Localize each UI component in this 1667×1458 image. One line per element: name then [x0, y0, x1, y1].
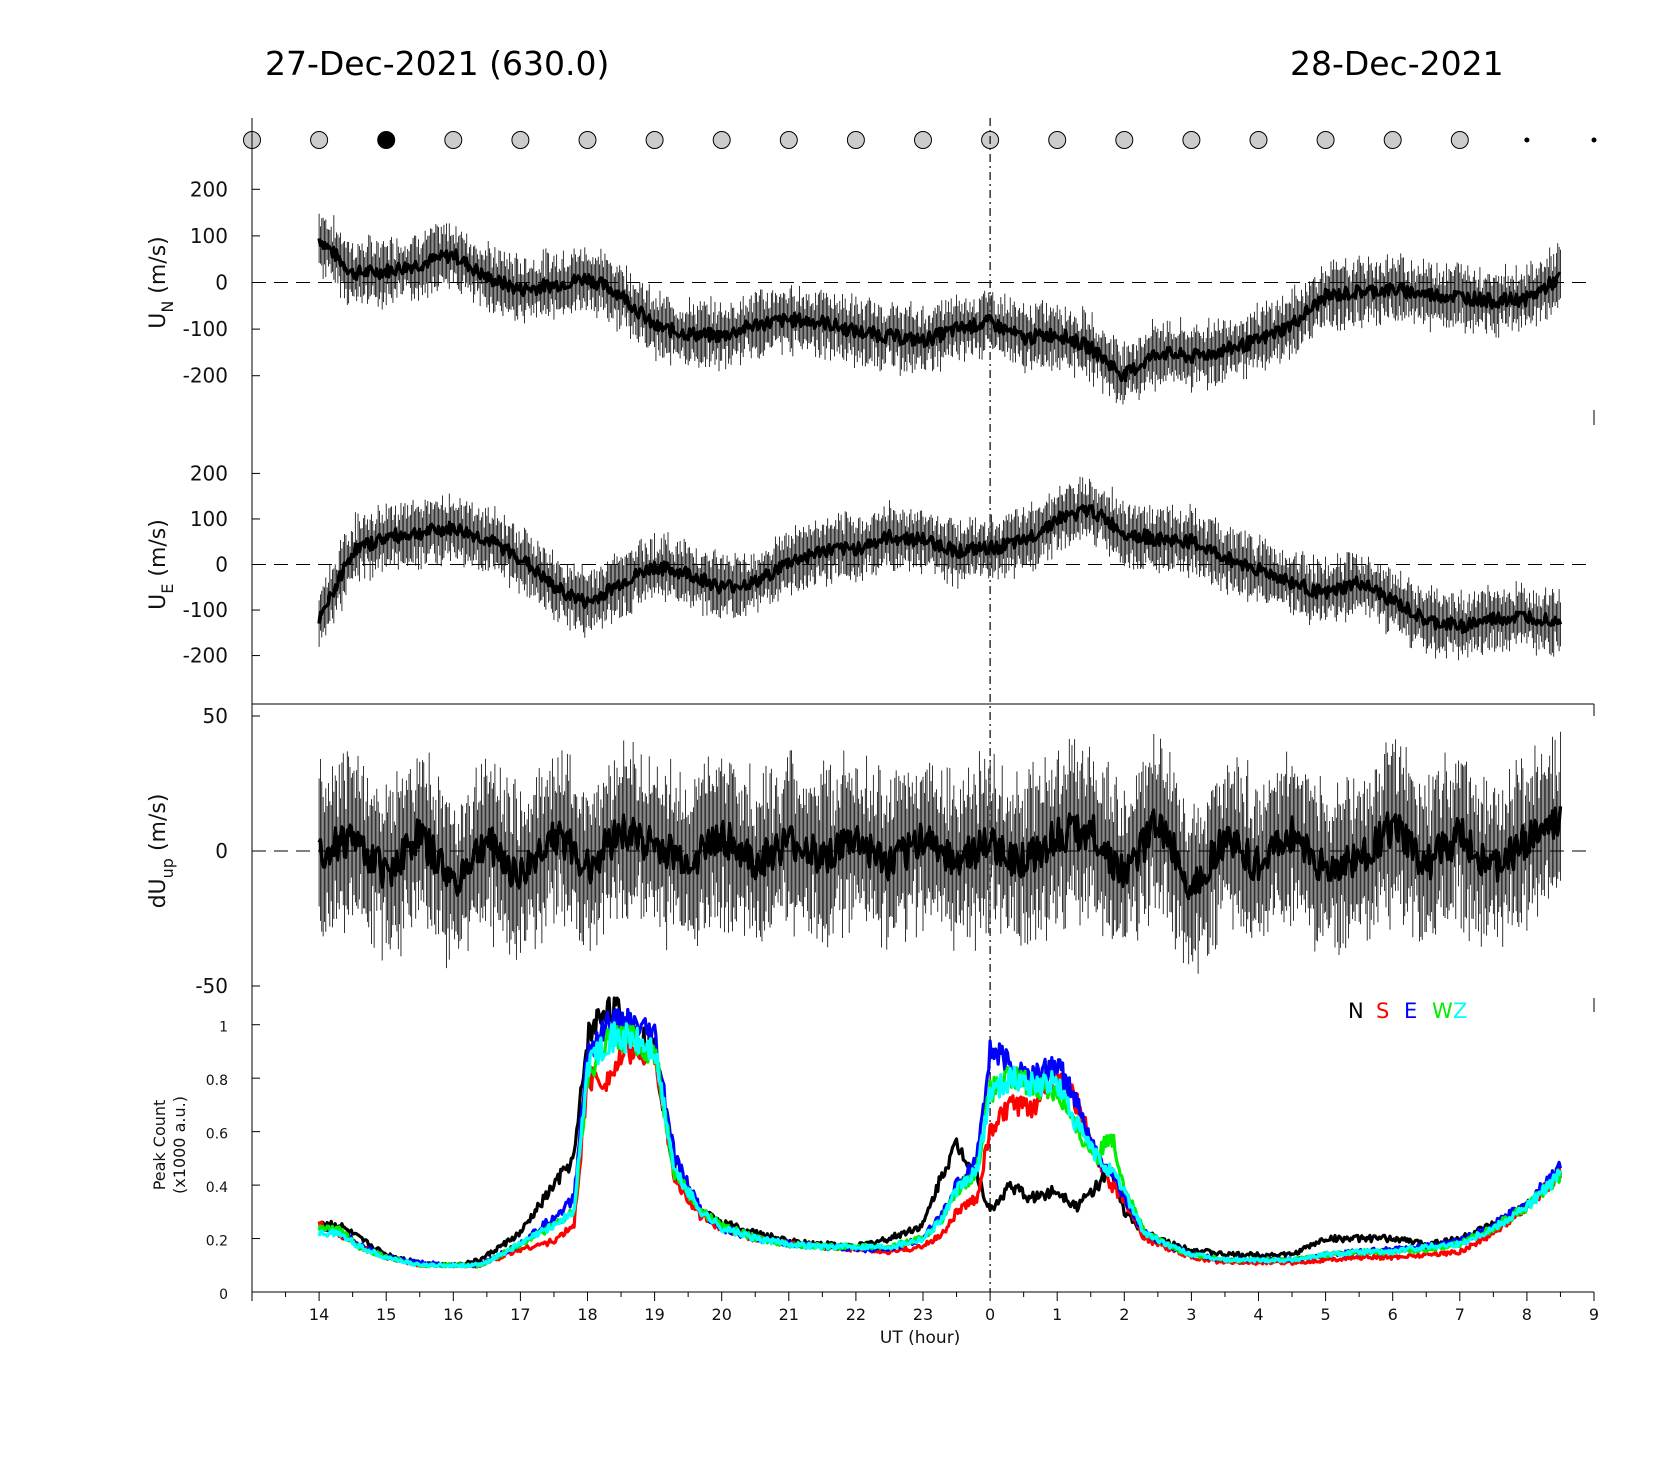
series-line [317, 238, 1562, 383]
panel-dUup: -50 0 50 dUup (m/s) [146, 704, 1594, 998]
y-tick-label: 50 [203, 704, 228, 728]
cloud-marker [712, 131, 731, 149]
title-left-date: 27-Dec-2021 (630.0) [265, 44, 610, 83]
legend-entry-S: S [1376, 999, 1389, 1023]
y-label-unit: (m/s) [146, 519, 171, 583]
cloud-marker [1450, 131, 1469, 149]
x-tick-label: 4 [1253, 1305, 1263, 1324]
legend-entry-E: E [1404, 999, 1417, 1023]
y-tick-label: -100 [183, 598, 228, 622]
cloud-marker [578, 131, 597, 149]
series-W [317, 1024, 1562, 1269]
x-tick-label: 7 [1455, 1305, 1465, 1324]
y-label-unit: (m/s) [146, 794, 171, 858]
cloud-marker [310, 131, 329, 149]
panel-UN: -200 -100 0 100 200 UN (m/s) [146, 177, 1594, 405]
y-tick-label: 0.8 [206, 1073, 228, 1089]
y-tick-label: 200 [190, 177, 228, 201]
cloud-marker [444, 131, 463, 149]
y-label-sub: E [158, 584, 177, 594]
y-label-unit: (m/s) [146, 236, 171, 300]
cloud-marker [1048, 131, 1067, 149]
y-tick-label: -200 [183, 644, 228, 668]
cloud-marker [377, 131, 396, 149]
y-tick-label: 0 [215, 839, 228, 863]
y-label-sub: N [158, 301, 177, 313]
y-tick-label: 0.4 [206, 1180, 228, 1196]
y-axis-label: UE (m/s) [146, 519, 177, 610]
cloud-marker-dot [1591, 137, 1597, 143]
title-right-date: 28-Dec-2021 [1290, 44, 1504, 83]
x-tick-label: 16 [443, 1305, 463, 1324]
cloud-marker [1383, 131, 1402, 149]
legend-entry-N: N [1348, 999, 1364, 1023]
cloud-marker [645, 131, 664, 149]
y-tick-label: 0 [215, 553, 228, 577]
y-axis-unit: (x1000 a.u.) [170, 1096, 189, 1194]
series-N [318, 996, 1562, 1269]
y-axis-label: UN (m/s) [146, 236, 177, 329]
panel-UE: -200 -100 0 100 200 UE (m/s) [146, 461, 1594, 668]
series-line [317, 806, 1563, 901]
series-line [317, 504, 1563, 634]
x-tick-label: 15 [376, 1305, 396, 1324]
cloud-marker [1316, 131, 1335, 149]
x-tick-label: 22 [846, 1305, 866, 1324]
x-tick-label: 8 [1522, 1305, 1532, 1324]
x-tick-label: 2 [1119, 1305, 1129, 1324]
cloud-marker [779, 131, 798, 149]
x-axis-label: UT (hour) [880, 1328, 960, 1348]
x-tick-label: 1 [1052, 1305, 1062, 1324]
cloud-marker [511, 131, 530, 149]
x-tick-label: 5 [1321, 1305, 1331, 1324]
x-axis: 14 15 16 17 18 19 20 21 22 23 0 1 2 3 4 5 6 7 8 9UT (hour) [251, 1291, 1599, 1348]
x-tick-label: 21 [779, 1305, 799, 1324]
x-tick-label: 17 [510, 1305, 530, 1324]
y-tick-label: 200 [190, 461, 228, 485]
x-tick-label: 18 [577, 1305, 597, 1324]
y-tick-label: 0 [215, 271, 228, 295]
cloud-marker [1182, 131, 1201, 149]
y-label-main: dU [146, 878, 171, 908]
y-tick-label: 0.2 [206, 1234, 228, 1250]
x-tick-label: 19 [644, 1305, 664, 1324]
x-tick-label: 6 [1388, 1305, 1398, 1324]
cloud-marker-row [243, 131, 1597, 149]
panel-peak: 0 0.2 0.4 0.6 0.8 1 Peak Count (x1000 a.u.) [150, 996, 1594, 1303]
x-tick-label: 14 [309, 1305, 329, 1324]
series-S [317, 1035, 1562, 1269]
y-tick-label: 0.6 [206, 1127, 228, 1143]
x-tick-label: 20 [712, 1305, 732, 1324]
series-Z [317, 1021, 1562, 1269]
y-label-main: U [146, 594, 171, 610]
legend-entry-W: W [1432, 999, 1453, 1023]
y-label-main: U [146, 313, 171, 329]
y-tick-label: -50 [195, 974, 228, 998]
x-tick-label: 9 [1589, 1305, 1599, 1324]
y-tick-label: -200 [183, 364, 228, 388]
cloud-marker [846, 131, 865, 149]
cloud-marker [1249, 131, 1268, 149]
y-tick-label: -100 [183, 317, 228, 341]
cloud-marker [914, 131, 932, 149]
y-tick-label: 1 [219, 1020, 228, 1036]
x-tick-label: 0 [985, 1305, 995, 1324]
legend-entry-Z: Z [1453, 999, 1467, 1023]
cloud-marker-dot [1524, 137, 1530, 143]
y-tick-label: 0 [219, 1287, 228, 1303]
series-E [318, 1007, 1562, 1269]
x-tick-label: 23 [913, 1305, 933, 1324]
y-label-sub: up [158, 858, 177, 878]
y-axis-label: dUup (m/s) [146, 794, 177, 909]
y-tick-label: 100 [190, 224, 228, 248]
y-tick-label: 100 [190, 507, 228, 531]
x-tick-label: 3 [1186, 1305, 1196, 1324]
y-axis-label: Peak Count [150, 1100, 169, 1191]
cloud-marker [1115, 131, 1134, 149]
